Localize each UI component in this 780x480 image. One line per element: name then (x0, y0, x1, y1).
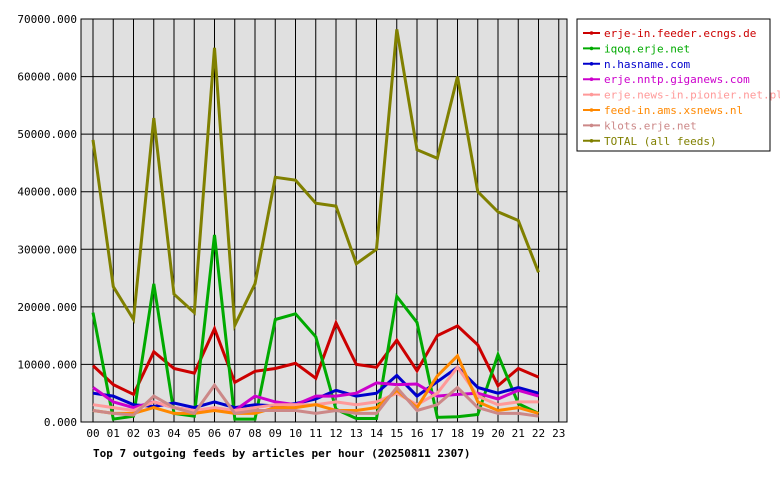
x-tick-label: 14 (370, 427, 384, 440)
legend-label-2: n.hasname.com (604, 58, 690, 71)
legend-marker-0 (589, 31, 594, 35)
x-tick-label: 17 (431, 427, 444, 440)
x-tick-label: 05 (188, 427, 201, 440)
y-tick-label: 0.000 (44, 416, 77, 429)
x-tick-label: 19 (471, 427, 484, 440)
x-tick-label: 11 (309, 427, 322, 440)
x-tick-label: 21 (512, 427, 525, 440)
legend-label-1: iqoq.erje.net (604, 42, 690, 55)
x-tick-label: 16 (410, 427, 423, 440)
legend-label-5: feed-in.ams.xsnews.nl (604, 104, 743, 117)
x-tick-label: 02 (127, 427, 140, 440)
x-tick-label: 13 (350, 427, 363, 440)
x-tick-label: 01 (107, 427, 120, 440)
y-tick-label: 60000.000 (17, 71, 77, 84)
legend-label-3: erje.nntp.giganews.com (604, 73, 750, 86)
series-line-1 (91, 234, 540, 421)
legend-marker-5 (589, 108, 594, 112)
y-tick-label: 70000.000 (17, 13, 77, 26)
y-tick-label: 20000.000 (17, 301, 77, 314)
legend-label-6: klots.erje.net (604, 119, 697, 132)
legend-label-7: TOTAL (all feeds) (604, 135, 717, 148)
y-tick-label: 30000.000 (17, 243, 77, 256)
x-tick-label: 18 (451, 427, 464, 440)
x-tick-label: 04 (167, 427, 181, 440)
x-tick-label: 23 (552, 427, 565, 440)
x-tick-label: 10 (289, 427, 302, 440)
x-tick-label: 20 (491, 427, 504, 440)
x-tick-label: 00 (86, 427, 99, 440)
series-group (91, 29, 540, 421)
x-tick-label: 12 (329, 427, 342, 440)
y-tick-label: 50000.000 (17, 128, 77, 141)
legend-box (576, 18, 771, 152)
x-tick-label: 07 (228, 427, 241, 440)
series-line-5 (92, 353, 539, 415)
legend-marker-4 (589, 92, 594, 97)
x-tick-label: 06 (208, 427, 221, 440)
legend-marker-6 (589, 123, 594, 128)
grid (81, 18, 567, 423)
y-tick-label: 40000.000 (17, 186, 77, 199)
series-line-7 (91, 29, 540, 331)
legend-marker-1 (589, 46, 594, 51)
x-tick-label: 09 (269, 427, 282, 440)
legend-marker-2 (589, 62, 594, 66)
x-tick-label: 22 (532, 427, 545, 440)
plot-frame (80, 18, 568, 423)
series-line-6 (92, 382, 539, 418)
x-tick-label: 03 (147, 427, 160, 440)
x-tick-label: 15 (390, 427, 403, 440)
legend-label-0: erje-in.feeder.ecngs.de (604, 27, 756, 40)
legend-label-4: erje.news-in.pionier.net.pl (604, 89, 780, 102)
chart-title: Top 7 outgoing feeds by articles per hou… (93, 447, 471, 460)
legend-marker-7 (589, 139, 594, 143)
legend-marker-3 (589, 77, 594, 81)
y-axis: 0.000 10000.000 20000.000 30000.000 40000.00… (17, 13, 77, 429)
y-tick-label: 10000.000 (17, 358, 77, 371)
x-tick-label: 08 (248, 427, 261, 440)
legend: erje-in.feeder.ecngs.de iqoq.erje.net n.ha… (576, 18, 780, 152)
x-axis: 00 01 02 03 04 05 06 07 08 09 10 11 12 13 14 15 16 17 18 19… (86, 427, 565, 440)
